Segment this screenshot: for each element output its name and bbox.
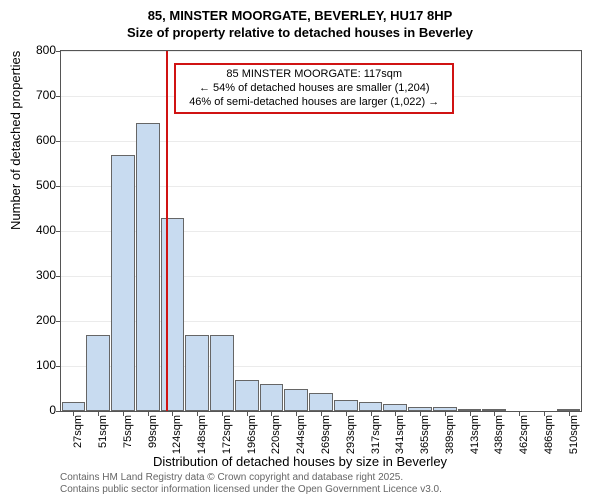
y-tick (56, 366, 61, 367)
x-tick-label: 486sqm (543, 415, 555, 455)
annotation-line1: 85 MINSTER MOORGATE: 117sqm (182, 68, 446, 82)
x-tick-label: 413sqm (469, 415, 481, 455)
x-tick-label: 341sqm (394, 415, 406, 455)
histogram-bar (334, 400, 358, 411)
y-tick (56, 321, 61, 322)
y-tick-label: 700 (16, 88, 56, 102)
y-tick-label: 0 (16, 403, 56, 417)
histogram-bar (383, 404, 407, 411)
x-tick-label: 244sqm (295, 415, 307, 455)
y-tick-label: 500 (16, 178, 56, 192)
y-tick (56, 276, 61, 277)
x-tick-label: 269sqm (320, 415, 332, 455)
footer-line-2: Contains public sector information licen… (60, 484, 442, 496)
x-tick-label: 438sqm (493, 415, 505, 455)
x-tick-label: 293sqm (345, 415, 357, 455)
y-tick (56, 96, 61, 97)
x-tick-label: 196sqm (246, 415, 258, 455)
y-tick-label: 300 (16, 268, 56, 282)
annotation-line2: ← 54% of detached houses are smaller (1,… (182, 82, 446, 96)
y-tick-label: 200 (16, 313, 56, 327)
x-tick-label: 365sqm (419, 415, 431, 455)
histogram-bar (62, 402, 86, 411)
x-tick-label: 220sqm (270, 415, 282, 455)
histogram-bar (161, 218, 185, 412)
y-tick (56, 411, 61, 412)
y-tick-label: 100 (16, 358, 56, 372)
x-tick-label: 510sqm (568, 415, 580, 455)
y-tick (56, 231, 61, 232)
annotation-line3: 46% of semi-detached houses are larger (… (182, 96, 446, 110)
y-tick-label: 400 (16, 223, 56, 237)
histogram-bar (210, 335, 234, 412)
x-tick-label: 75sqm (122, 415, 134, 455)
x-axis-label: Distribution of detached houses by size … (0, 454, 600, 469)
histogram-bar (235, 380, 259, 412)
x-tick-label: 27sqm (72, 415, 84, 455)
y-tick (56, 186, 61, 187)
x-tick-label: 317sqm (370, 415, 382, 455)
title-line-2: Size of property relative to detached ho… (0, 25, 600, 42)
annotation-box: 85 MINSTER MOORGATE: 117sqm← 54% of deta… (174, 63, 454, 114)
histogram-bar (111, 155, 135, 412)
x-tick-label: 51sqm (97, 415, 109, 455)
histogram-bar (359, 402, 383, 411)
histogram-plot: 85 MINSTER MOORGATE: 117sqm← 54% of deta… (60, 50, 582, 412)
x-tick-label: 148sqm (196, 415, 208, 455)
property-marker-line (166, 51, 168, 411)
y-tick (56, 141, 61, 142)
x-tick-label: 462sqm (518, 415, 530, 455)
y-tick (56, 51, 61, 52)
histogram-bar (136, 123, 160, 411)
title-line-1: 85, MINSTER MOORGATE, BEVERLEY, HU17 8HP (0, 8, 600, 25)
footer-line-1: Contains HM Land Registry data © Crown c… (60, 472, 442, 484)
y-tick-label: 800 (16, 43, 56, 57)
gridline (61, 51, 581, 52)
histogram-bar (309, 393, 333, 411)
x-tick-label: 172sqm (221, 415, 233, 455)
histogram-bar (185, 335, 209, 412)
x-tick-label: 99sqm (147, 415, 159, 455)
x-tick-label: 389sqm (444, 415, 456, 455)
footer-attribution: Contains HM Land Registry data © Crown c… (60, 472, 442, 496)
y-tick-label: 600 (16, 133, 56, 147)
histogram-bar (86, 335, 110, 412)
x-tick-label: 124sqm (171, 415, 183, 455)
histogram-bar (284, 389, 308, 412)
histogram-bar (260, 384, 284, 411)
